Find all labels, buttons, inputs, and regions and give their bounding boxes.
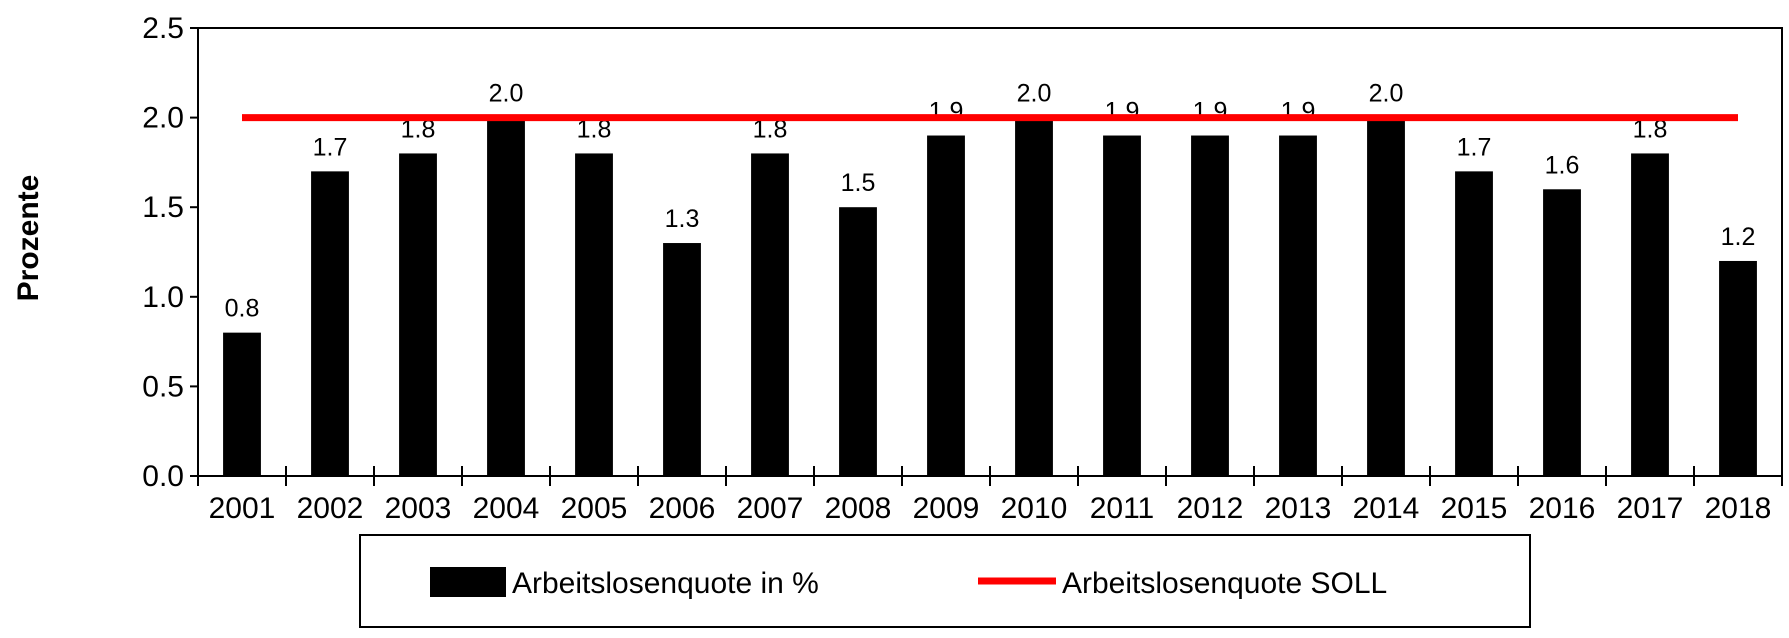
data-label-2012: 1.9 <box>1193 98 1228 126</box>
x-tick-label-2008: 2008 <box>825 492 892 525</box>
y-tick-label: 2.0 <box>142 102 184 135</box>
y-tick-label: 0.5 <box>142 370 184 403</box>
x-tick-label-2009: 2009 <box>913 492 980 525</box>
data-label-2008: 1.5 <box>841 169 876 197</box>
data-label-2001: 0.8 <box>225 295 260 323</box>
bar-2009 <box>927 135 965 476</box>
data-label-2004: 2.0 <box>489 80 524 108</box>
y-tick-label: 2.5 <box>142 12 184 45</box>
y-tick-label: 1.5 <box>142 191 184 224</box>
bar-2017 <box>1631 153 1669 476</box>
data-label-2009: 1.9 <box>929 98 964 126</box>
x-tick-label-2006: 2006 <box>649 492 716 525</box>
legend-box <box>359 534 1531 628</box>
x-tick-label-2018: 2018 <box>1705 492 1772 525</box>
data-label-2006: 1.3 <box>665 205 700 233</box>
x-tick-label-2013: 2013 <box>1265 492 1332 525</box>
bar-2006 <box>663 243 701 476</box>
x-tick-label-2011: 2011 <box>1090 492 1155 525</box>
x-tick-label-2007: 2007 <box>737 492 804 525</box>
bar-2014 <box>1367 117 1405 476</box>
bar-2002 <box>311 171 349 477</box>
x-tick-label-2002: 2002 <box>297 492 364 525</box>
bar-2004 <box>487 117 525 476</box>
data-label-2015: 1.7 <box>1457 133 1492 161</box>
y-tick-label: 1.0 <box>142 281 184 314</box>
data-label-2010: 2.0 <box>1017 80 1052 108</box>
data-label-2016: 1.6 <box>1545 151 1580 179</box>
bar-2005 <box>575 153 613 476</box>
x-tick-label-2004: 2004 <box>473 492 540 525</box>
bar-2012 <box>1191 135 1229 476</box>
x-tick-label-2010: 2010 <box>1001 492 1068 525</box>
data-label-2018: 1.2 <box>1721 223 1756 251</box>
data-label-2013: 1.9 <box>1281 98 1316 126</box>
x-tick-label-2014: 2014 <box>1353 492 1420 525</box>
plot-area: 0.00.51.01.52.02.50.820011.720021.820032… <box>142 12 1783 525</box>
data-label-2014: 2.0 <box>1369 80 1404 108</box>
x-tick-label-2017: 2017 <box>1617 492 1684 525</box>
x-tick-label-2015: 2015 <box>1441 492 1508 525</box>
y-tick-label: 0.0 <box>142 460 184 493</box>
x-tick-label-2001: 2001 <box>209 492 276 525</box>
data-label-2011: 1.9 <box>1105 98 1140 126</box>
bar-2013 <box>1279 135 1317 476</box>
data-label-2002: 1.7 <box>313 133 348 161</box>
bar-2010 <box>1015 117 1053 476</box>
y-axis-label: Prozente <box>12 175 45 302</box>
legend-label-bars: Arbeitslosenquote in % <box>512 567 819 600</box>
bar-2011 <box>1103 135 1141 476</box>
x-tick-label-2003: 2003 <box>385 492 452 525</box>
x-tick-label-2005: 2005 <box>561 492 628 525</box>
bar-2007 <box>751 153 789 476</box>
bar-2003 <box>399 153 437 476</box>
bar-2018 <box>1719 260 1757 476</box>
bar-2015 <box>1455 171 1493 477</box>
legend-swatch-bars <box>430 567 506 597</box>
legend-label-line: Arbeitslosenquote SOLL <box>1062 567 1387 600</box>
x-tick-label-2012: 2012 <box>1177 492 1244 525</box>
legend: Arbeitslosenquote in % Arbeitslosenquote… <box>359 534 1531 628</box>
bar-2008 <box>839 207 877 476</box>
bar-2001 <box>223 332 261 476</box>
x-tick-label-2016: 2016 <box>1529 492 1596 525</box>
bar-2016 <box>1543 189 1581 476</box>
